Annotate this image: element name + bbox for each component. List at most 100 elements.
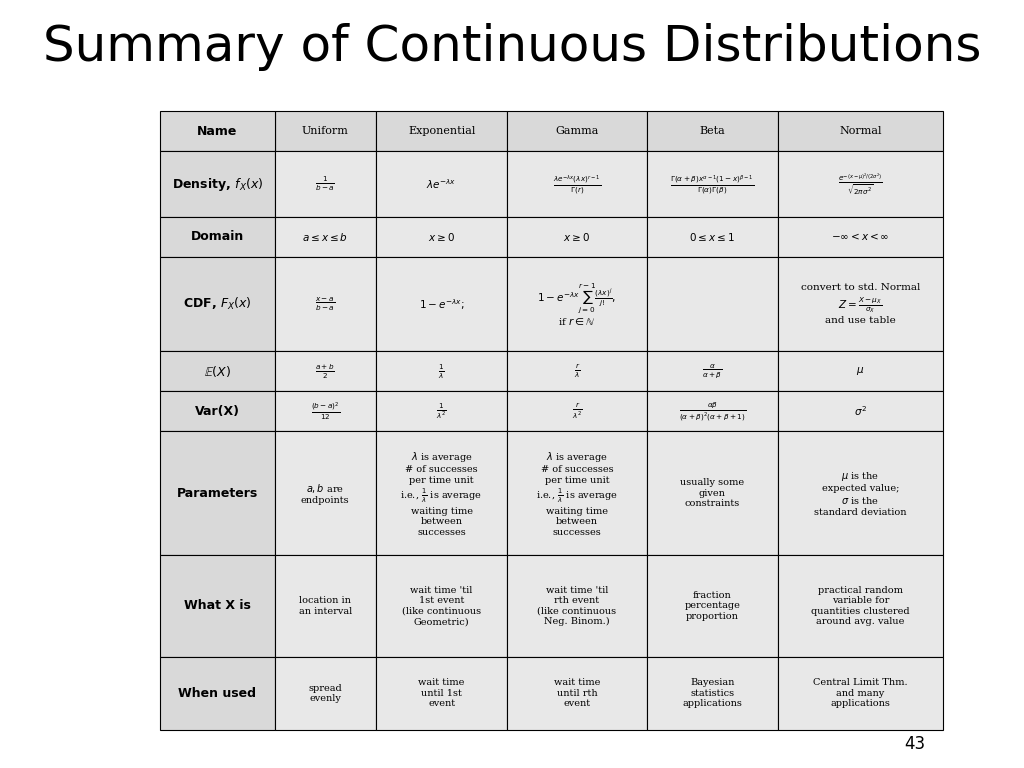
FancyBboxPatch shape bbox=[274, 111, 376, 151]
Text: $\frac{\Gamma(\alpha+\beta)x^{\alpha-1}(1-x)^{\beta-1}}{\Gamma(\alpha)\Gamma(\be: $\frac{\Gamma(\alpha+\beta)x^{\alpha-1}(… bbox=[670, 173, 755, 196]
Text: $a, b$ are
endpoints: $a, b$ are endpoints bbox=[301, 482, 349, 505]
FancyBboxPatch shape bbox=[507, 657, 647, 730]
Text: $\frac{\lambda e^{-\lambda x}(\lambda x)^{r-1}}{\Gamma(r)}$: $\frac{\lambda e^{-\lambda x}(\lambda x)… bbox=[553, 173, 601, 196]
FancyBboxPatch shape bbox=[778, 432, 943, 555]
FancyBboxPatch shape bbox=[274, 151, 376, 217]
FancyBboxPatch shape bbox=[778, 392, 943, 432]
FancyBboxPatch shape bbox=[376, 111, 507, 151]
Text: $\mu$ is the
expected value;
$\sigma$ is the
standard deviation: $\mu$ is the expected value; $\sigma$ is… bbox=[814, 470, 906, 517]
Text: $\lambda$ is average
# of successes
per time unit
i.e., $\frac{1}{\lambda}$ is a: $\lambda$ is average # of successes per … bbox=[536, 450, 618, 537]
Text: Bayesian
statistics
applications: Bayesian statistics applications bbox=[682, 678, 742, 708]
Text: CDF, $F_X(x)$: CDF, $F_X(x)$ bbox=[183, 296, 252, 312]
Text: Parameters: Parameters bbox=[177, 487, 258, 500]
FancyBboxPatch shape bbox=[274, 555, 376, 657]
FancyBboxPatch shape bbox=[376, 151, 507, 217]
FancyBboxPatch shape bbox=[161, 555, 274, 657]
Text: $\frac{1}{b-a}$: $\frac{1}{b-a}$ bbox=[315, 175, 335, 194]
Text: Gamma: Gamma bbox=[555, 127, 599, 137]
Text: wait time 'til
rth event
(like continuous
Neg. Binom.): wait time 'til rth event (like continuou… bbox=[538, 586, 616, 626]
Text: practical random
variable for
quantities clustered
around avg. value: practical random variable for quantities… bbox=[811, 586, 909, 626]
FancyBboxPatch shape bbox=[507, 111, 647, 151]
Text: Central Limit Thm.
and many
applications: Central Limit Thm. and many applications bbox=[813, 678, 907, 708]
Text: usually some
given
constraints: usually some given constraints bbox=[680, 478, 744, 508]
FancyBboxPatch shape bbox=[507, 151, 647, 217]
FancyBboxPatch shape bbox=[778, 151, 943, 217]
FancyBboxPatch shape bbox=[507, 392, 647, 432]
Text: Name: Name bbox=[198, 125, 238, 138]
FancyBboxPatch shape bbox=[647, 392, 778, 432]
Text: $\sigma^2$: $\sigma^2$ bbox=[854, 405, 866, 419]
FancyBboxPatch shape bbox=[161, 111, 274, 151]
FancyBboxPatch shape bbox=[507, 352, 647, 392]
Text: 43: 43 bbox=[904, 735, 925, 753]
Text: wait time
until rth
event: wait time until rth event bbox=[554, 678, 600, 708]
FancyBboxPatch shape bbox=[507, 555, 647, 657]
Text: $\frac{(b-a)^2}{12}$: $\frac{(b-a)^2}{12}$ bbox=[310, 401, 340, 422]
Text: $\frac{1}{\lambda}$: $\frac{1}{\lambda}$ bbox=[438, 362, 445, 381]
Text: Exponential: Exponential bbox=[408, 127, 475, 137]
FancyBboxPatch shape bbox=[647, 352, 778, 392]
FancyBboxPatch shape bbox=[161, 257, 274, 352]
FancyBboxPatch shape bbox=[376, 657, 507, 730]
FancyBboxPatch shape bbox=[778, 217, 943, 257]
FancyBboxPatch shape bbox=[274, 257, 376, 352]
Text: $\frac{1}{\lambda^2}$: $\frac{1}{\lambda^2}$ bbox=[436, 402, 446, 421]
Text: $\frac{x-a}{b-a}$: $\frac{x-a}{b-a}$ bbox=[315, 296, 336, 313]
Text: $\lambda$ is average
# of successes
per time unit
i.e., $\frac{1}{\lambda}$ is a: $\lambda$ is average # of successes per … bbox=[400, 450, 482, 537]
FancyBboxPatch shape bbox=[778, 257, 943, 352]
FancyBboxPatch shape bbox=[647, 217, 778, 257]
Text: Summary of Continuous Distributions: Summary of Continuous Distributions bbox=[43, 23, 981, 71]
FancyBboxPatch shape bbox=[376, 217, 507, 257]
FancyBboxPatch shape bbox=[647, 151, 778, 217]
Text: wait time 'til
1st event
(like continuous
Geometric): wait time 'til 1st event (like continuou… bbox=[402, 586, 481, 626]
Text: $\frac{r}{\lambda^2}$: $\frac{r}{\lambda^2}$ bbox=[571, 402, 583, 421]
FancyBboxPatch shape bbox=[507, 432, 647, 555]
Text: Domain: Domain bbox=[190, 230, 244, 243]
FancyBboxPatch shape bbox=[376, 555, 507, 657]
Text: $0 \leq x \leq 1$: $0 \leq x \leq 1$ bbox=[689, 231, 735, 243]
Text: $x \geq 0$: $x \geq 0$ bbox=[428, 231, 455, 243]
FancyBboxPatch shape bbox=[161, 217, 274, 257]
Text: wait time
until 1st
event: wait time until 1st event bbox=[419, 678, 465, 708]
FancyBboxPatch shape bbox=[161, 657, 274, 730]
FancyBboxPatch shape bbox=[647, 657, 778, 730]
FancyBboxPatch shape bbox=[274, 432, 376, 555]
Text: Normal: Normal bbox=[839, 127, 882, 137]
Text: convert to std. Normal
$Z = \frac{X-\mu_X}{\sigma_X}$
and use table: convert to std. Normal $Z = \frac{X-\mu_… bbox=[801, 283, 920, 325]
Text: $\frac{r}{\lambda}$: $\frac{r}{\lambda}$ bbox=[573, 362, 581, 380]
Text: $1 - e^{-\lambda x}\sum_{j=0}^{r-1}\frac{(\lambda x)^j}{j!},$
if $r \in \mathbb{: $1 - e^{-\lambda x}\sum_{j=0}^{r-1}\frac… bbox=[538, 281, 616, 327]
Text: $x \geq 0$: $x \geq 0$ bbox=[563, 231, 591, 243]
FancyBboxPatch shape bbox=[778, 657, 943, 730]
FancyBboxPatch shape bbox=[647, 257, 778, 352]
Text: Density, $f_X(x)$: Density, $f_X(x)$ bbox=[172, 176, 263, 193]
Text: $\frac{\alpha}{\alpha+\beta}$: $\frac{\alpha}{\alpha+\beta}$ bbox=[702, 362, 723, 380]
FancyBboxPatch shape bbox=[161, 432, 274, 555]
FancyBboxPatch shape bbox=[647, 432, 778, 555]
FancyBboxPatch shape bbox=[507, 257, 647, 352]
FancyBboxPatch shape bbox=[274, 217, 376, 257]
Text: location in
an interval: location in an interval bbox=[299, 596, 352, 616]
Text: fraction
percentage
proportion: fraction percentage proportion bbox=[684, 591, 740, 621]
FancyBboxPatch shape bbox=[376, 257, 507, 352]
FancyBboxPatch shape bbox=[161, 352, 274, 392]
Text: $\frac{e^{-(x-\mu)^2/(2\sigma^2)}}{\sqrt{2\pi\sigma^2}}$: $\frac{e^{-(x-\mu)^2/(2\sigma^2)}}{\sqrt… bbox=[838, 171, 883, 197]
Text: $\frac{a+b}{2}$: $\frac{a+b}{2}$ bbox=[315, 362, 335, 381]
Text: $a \leq x \leq b$: $a \leq x \leq b$ bbox=[302, 231, 348, 243]
FancyBboxPatch shape bbox=[778, 352, 943, 392]
FancyBboxPatch shape bbox=[778, 111, 943, 151]
Text: Var(X): Var(X) bbox=[195, 405, 240, 418]
FancyBboxPatch shape bbox=[274, 352, 376, 392]
FancyBboxPatch shape bbox=[778, 555, 943, 657]
Text: When used: When used bbox=[178, 687, 256, 700]
Text: Beta: Beta bbox=[699, 127, 725, 137]
FancyBboxPatch shape bbox=[161, 392, 274, 432]
Text: What X is: What X is bbox=[184, 600, 251, 612]
FancyBboxPatch shape bbox=[376, 432, 507, 555]
Text: $-\infty < x < \infty$: $-\infty < x < \infty$ bbox=[831, 231, 890, 243]
FancyBboxPatch shape bbox=[274, 657, 376, 730]
FancyBboxPatch shape bbox=[507, 217, 647, 257]
FancyBboxPatch shape bbox=[161, 151, 274, 217]
Text: $\mathbb{E}(X)$: $\mathbb{E}(X)$ bbox=[204, 364, 231, 379]
Text: $\lambda e^{-\lambda x}$: $\lambda e^{-\lambda x}$ bbox=[427, 177, 457, 191]
Text: $1 - e^{-\lambda x};$: $1 - e^{-\lambda x};$ bbox=[419, 296, 464, 312]
